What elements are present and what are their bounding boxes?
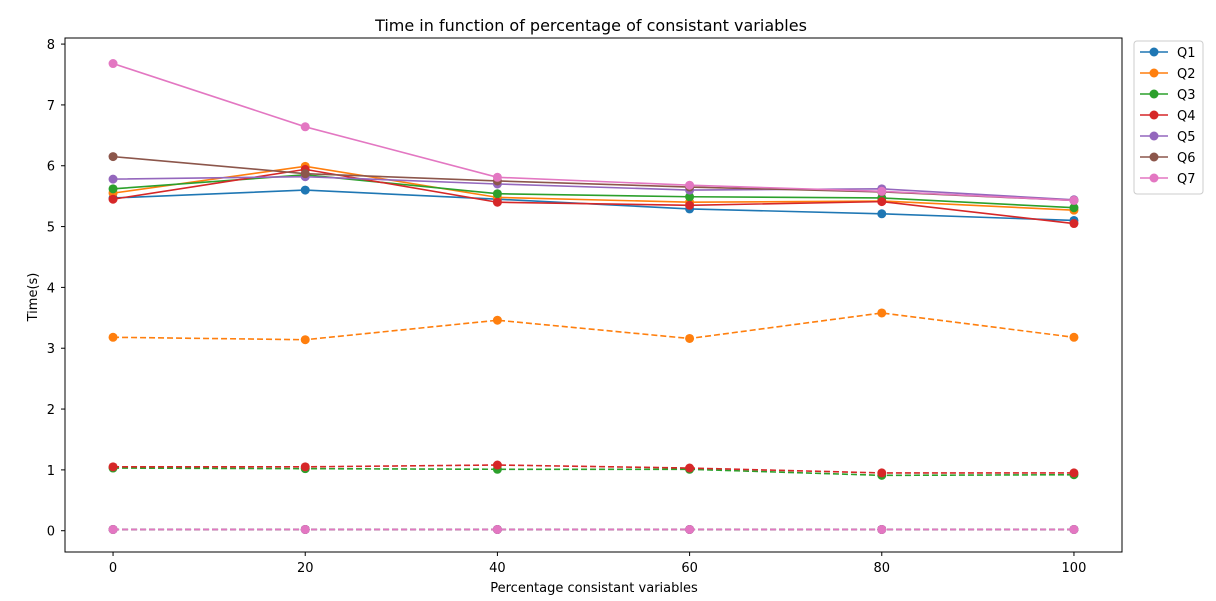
data-point bbox=[492, 197, 502, 207]
data-point bbox=[492, 189, 502, 199]
data-point bbox=[877, 186, 887, 196]
series-q7 bbox=[108, 59, 1079, 205]
series-line bbox=[113, 175, 1075, 201]
legend-label: Q5 bbox=[1177, 130, 1196, 145]
data-point bbox=[300, 169, 310, 179]
y-tick-label: 2 bbox=[47, 403, 55, 418]
series-dashed-13 bbox=[108, 524, 1079, 534]
legend: Q1 Q2 Q3 Q4 Q5 Q6 Q7 bbox=[1133, 40, 1204, 195]
data-point bbox=[108, 184, 118, 194]
legend-item-q5: Q5 bbox=[1140, 130, 1196, 145]
legend-swatch-marker bbox=[1149, 110, 1159, 120]
data-point bbox=[108, 174, 118, 184]
legend-item-q6: Q6 bbox=[1140, 151, 1196, 166]
data-point bbox=[108, 462, 118, 472]
series-line bbox=[112, 168, 1075, 225]
legend-label: Q2 bbox=[1177, 67, 1196, 82]
data-point bbox=[1069, 219, 1079, 229]
y-axis-title: Time(s) bbox=[26, 273, 41, 323]
data-point bbox=[492, 315, 502, 325]
legend-swatch-marker bbox=[1149, 68, 1159, 78]
data-point bbox=[300, 524, 310, 534]
legend-item-q4: Q4 bbox=[1140, 109, 1196, 124]
x-tick-label: 0 bbox=[109, 561, 117, 576]
data-point bbox=[685, 463, 695, 473]
data-point bbox=[108, 59, 118, 69]
data-point bbox=[685, 180, 695, 190]
legend-item-q1: Q1 bbox=[1140, 46, 1196, 61]
legend-label: Q3 bbox=[1177, 88, 1196, 103]
series-dashed-8 bbox=[108, 308, 1079, 345]
x-axis-title: Percentage consistant variables bbox=[490, 581, 698, 596]
data-point bbox=[877, 209, 887, 219]
legend-label: Q1 bbox=[1177, 46, 1196, 61]
x-tick-label: 60 bbox=[681, 561, 698, 576]
data-point bbox=[685, 333, 695, 343]
x-tick-label: 20 bbox=[297, 561, 314, 576]
data-point bbox=[108, 194, 118, 204]
data-point bbox=[685, 524, 695, 534]
plot-area: 0 20 40 60 80 100 0 1 2 3 4 5 6 7 8 bbox=[47, 37, 1123, 576]
y-tick-label: 3 bbox=[47, 342, 55, 357]
data-point bbox=[877, 197, 887, 207]
series-line bbox=[113, 464, 1074, 474]
data-point bbox=[1069, 195, 1079, 205]
data-point bbox=[300, 462, 310, 472]
data-point bbox=[877, 524, 887, 534]
data-point bbox=[492, 172, 502, 182]
axes-frame bbox=[64, 37, 1123, 553]
legend-label: Q4 bbox=[1177, 109, 1196, 124]
legend-swatch-marker bbox=[1149, 152, 1159, 162]
series-dashed-10 bbox=[108, 460, 1079, 478]
data-point bbox=[108, 332, 118, 342]
data-point bbox=[108, 152, 118, 162]
legend-item-q2: Q2 bbox=[1140, 67, 1196, 82]
y-tick-label: 1 bbox=[47, 464, 55, 479]
data-point bbox=[300, 335, 310, 345]
series-line bbox=[112, 62, 1074, 202]
y-tick-label: 5 bbox=[47, 221, 55, 236]
legend-swatch-marker bbox=[1149, 89, 1159, 99]
legend-swatch-marker bbox=[1149, 131, 1159, 141]
data-point bbox=[492, 460, 502, 470]
data-point bbox=[1069, 203, 1079, 213]
x-tick-label: 80 bbox=[873, 561, 890, 576]
series-q4 bbox=[108, 164, 1079, 229]
x-tick-label: 40 bbox=[489, 561, 506, 576]
y-tick-label: 0 bbox=[47, 525, 55, 540]
series-line bbox=[113, 467, 1074, 477]
legend-swatch-marker bbox=[1149, 47, 1159, 57]
series-line bbox=[113, 312, 1075, 341]
data-point bbox=[685, 200, 695, 210]
y-tick-label: 6 bbox=[47, 160, 55, 175]
data-point bbox=[300, 122, 310, 132]
legend-item-q7: Q7 bbox=[1140, 172, 1196, 187]
legend-item-q3: Q3 bbox=[1140, 88, 1196, 103]
data-point bbox=[1069, 332, 1079, 342]
legend-label: Q6 bbox=[1177, 151, 1196, 166]
legend-swatch-marker bbox=[1149, 173, 1159, 183]
legend-label: Q7 bbox=[1177, 172, 1196, 187]
y-tick-label: 8 bbox=[47, 38, 55, 53]
data-point bbox=[1069, 468, 1079, 478]
y-tick-label: 4 bbox=[47, 281, 55, 296]
data-point bbox=[685, 192, 695, 202]
chart-title: Time in function of percentage of consis… bbox=[374, 16, 807, 35]
data-point bbox=[877, 308, 887, 318]
data-point bbox=[108, 524, 118, 534]
data-point bbox=[492, 524, 502, 534]
data-point bbox=[877, 468, 887, 478]
data-point bbox=[1069, 524, 1079, 534]
data-point bbox=[300, 185, 310, 195]
y-tick-label: 7 bbox=[47, 99, 55, 114]
x-tick-label: 100 bbox=[1062, 561, 1087, 576]
